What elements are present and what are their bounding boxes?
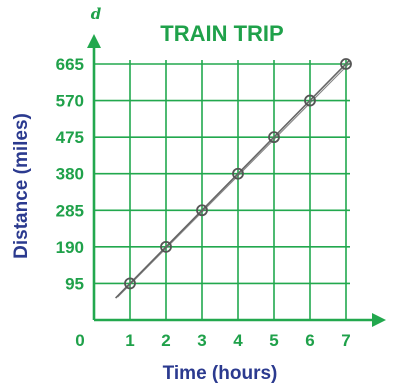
origin-label: 0 [75, 331, 84, 350]
y-tick-label: 665 [56, 55, 84, 74]
x-tick-label: 1 [125, 331, 134, 350]
y-variable-label: d [91, 5, 102, 23]
y-axis-arrowhead [87, 34, 101, 48]
x-tick-label: 4 [233, 331, 243, 350]
data-point [196, 204, 208, 217]
y-tick-label: 475 [56, 128, 84, 147]
x-tick-label: 3 [197, 331, 206, 350]
x-tick-label: 2 [161, 331, 170, 350]
x-tick-label: 5 [269, 331, 278, 350]
y-axis-title: Distance (miles) [11, 113, 32, 259]
data-point [340, 58, 352, 70]
trend-line [115, 59, 351, 299]
y-tick-label: 380 [56, 165, 84, 184]
x-axis-title: Time (hours) [163, 363, 278, 384]
x-tick-label: 6 [305, 331, 314, 350]
tick-labels: 1 2 3 4 5 6 7 95 190 285 380 475 570 665 [56, 55, 351, 350]
data-point [232, 167, 244, 180]
data-point [124, 277, 136, 290]
data-points [124, 58, 352, 290]
x-axis-arrowhead [372, 313, 386, 327]
trend-line-layer [115, 59, 351, 299]
chart-title: TRAIN TRIP [160, 21, 283, 46]
y-tick-label: 285 [56, 201, 84, 220]
data-point [268, 131, 280, 144]
y-tick-label: 190 [56, 238, 84, 257]
trend-line-stroke [117, 61, 351, 298]
data-point [304, 94, 316, 107]
axes [87, 34, 386, 327]
data-point [160, 240, 172, 253]
x-tick-label: 7 [341, 331, 350, 350]
y-tick-label: 570 [56, 92, 84, 111]
y-tick-label: 95 [65, 274, 84, 293]
